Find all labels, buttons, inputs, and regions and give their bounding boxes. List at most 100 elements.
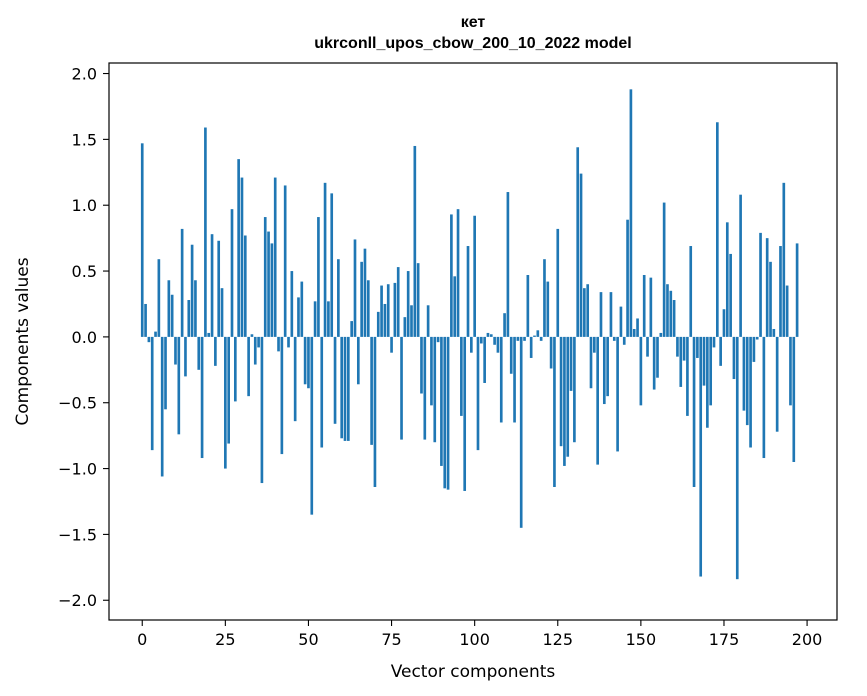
bar: [652, 336, 656, 390]
bar: [330, 193, 334, 337]
bar: [227, 336, 230, 444]
bar: [593, 336, 596, 353]
bar: [157, 259, 161, 337]
bar: [772, 328, 776, 337]
bar: [373, 336, 377, 487]
bar: [579, 173, 583, 337]
bar: [313, 301, 317, 337]
bar: [270, 243, 274, 337]
bar: [410, 305, 413, 337]
bar: [639, 336, 643, 406]
bar: [779, 246, 782, 337]
bar: [187, 300, 191, 337]
bar: [150, 336, 154, 451]
chart-title-line: кет: [461, 14, 486, 31]
bar: [795, 243, 799, 337]
x-axis: 0 25 50 75 100 125 150 175 200: [137, 620, 822, 649]
bar: [629, 89, 633, 337]
bar: [646, 336, 649, 357]
bar: [729, 253, 732, 337]
bar: [732, 336, 736, 380]
bar: [559, 336, 563, 447]
bar: [164, 336, 167, 410]
bar: [553, 336, 556, 487]
bar: [602, 336, 606, 405]
bar: [513, 336, 516, 423]
bar: [396, 267, 400, 337]
bar: [406, 271, 410, 337]
bar: [609, 292, 613, 337]
bar: [423, 336, 427, 440]
bar: [194, 280, 197, 337]
bar: [303, 336, 307, 385]
y-tick-label: 0.5: [72, 262, 97, 281]
bar: [237, 159, 240, 337]
bar: [626, 219, 629, 337]
y-axis-label: Components values: [13, 257, 33, 425]
bar: [486, 332, 490, 337]
bar: [250, 334, 254, 337]
bar: [366, 280, 370, 337]
bar: [573, 336, 576, 443]
x-tick-label: 150: [626, 630, 657, 649]
x-tick-label: 50: [298, 630, 318, 649]
chart-title-line: ukrconll_upos_cbow_200_10_2022 model: [314, 35, 631, 52]
bar: [619, 306, 623, 337]
bar: [147, 336, 151, 343]
bar: [496, 336, 500, 353]
bar: [323, 182, 327, 337]
bars: [140, 89, 799, 580]
bar: [696, 336, 699, 358]
bar: [686, 336, 689, 416]
y-tick-label: −1.0: [58, 460, 97, 479]
bar: [310, 336, 314, 515]
bar: [755, 336, 759, 340]
bar: [343, 336, 347, 441]
bar: [566, 336, 570, 457]
bar: [170, 294, 174, 337]
bar: [649, 277, 653, 337]
bar: [200, 336, 204, 459]
bar: [443, 336, 447, 489]
bar: [523, 336, 526, 341]
bar: [243, 235, 247, 337]
bar: [526, 275, 530, 337]
bar: [174, 336, 177, 365]
bar: [549, 336, 553, 369]
bar: [233, 336, 237, 402]
bar: [556, 228, 560, 337]
bar: [632, 328, 636, 337]
bar: [263, 217, 267, 337]
bar: [473, 215, 476, 337]
bar: [197, 336, 201, 370]
bar: [283, 185, 287, 337]
bar: [479, 336, 483, 344]
x-tick-label: 200: [792, 630, 823, 649]
bar: [676, 336, 679, 357]
y-axis: −2.0 −1.5 −1.0 −0.5 0.0 0.5 1.0 1.5 2.0: [58, 65, 109, 610]
y-tick-label: 1.0: [72, 196, 97, 215]
bar: [699, 336, 703, 577]
bar: [333, 336, 337, 424]
bar: [277, 336, 280, 352]
bar: [725, 222, 729, 337]
bar: [446, 336, 450, 490]
bar: [433, 336, 437, 443]
bar: [327, 301, 330, 337]
bar: [300, 281, 304, 337]
bar: [363, 248, 367, 337]
bar: [543, 259, 546, 337]
bar: [719, 336, 722, 366]
bar: [509, 336, 513, 374]
bar: [606, 336, 609, 397]
y-tick-label: −1.5: [58, 525, 97, 544]
bar: [483, 336, 486, 383]
bar: [599, 292, 603, 337]
bar: [762, 336, 766, 459]
bar: [689, 246, 693, 337]
bar: [340, 336, 344, 439]
bar: [589, 336, 593, 389]
bar: [569, 336, 573, 391]
bar: [160, 336, 164, 477]
bar: [177, 336, 181, 435]
